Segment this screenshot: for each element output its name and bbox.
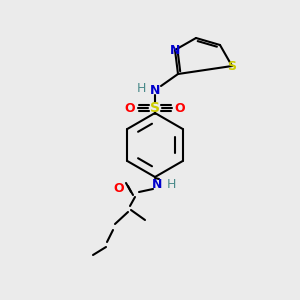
Text: S: S <box>150 101 160 115</box>
Text: O: O <box>125 101 135 115</box>
Text: H: H <box>136 82 146 94</box>
Text: N: N <box>170 44 180 56</box>
Text: O: O <box>114 182 124 194</box>
Text: S: S <box>227 59 236 73</box>
Text: N: N <box>150 83 160 97</box>
Text: N: N <box>152 178 162 190</box>
Text: H: H <box>166 178 176 191</box>
Text: O: O <box>175 101 185 115</box>
